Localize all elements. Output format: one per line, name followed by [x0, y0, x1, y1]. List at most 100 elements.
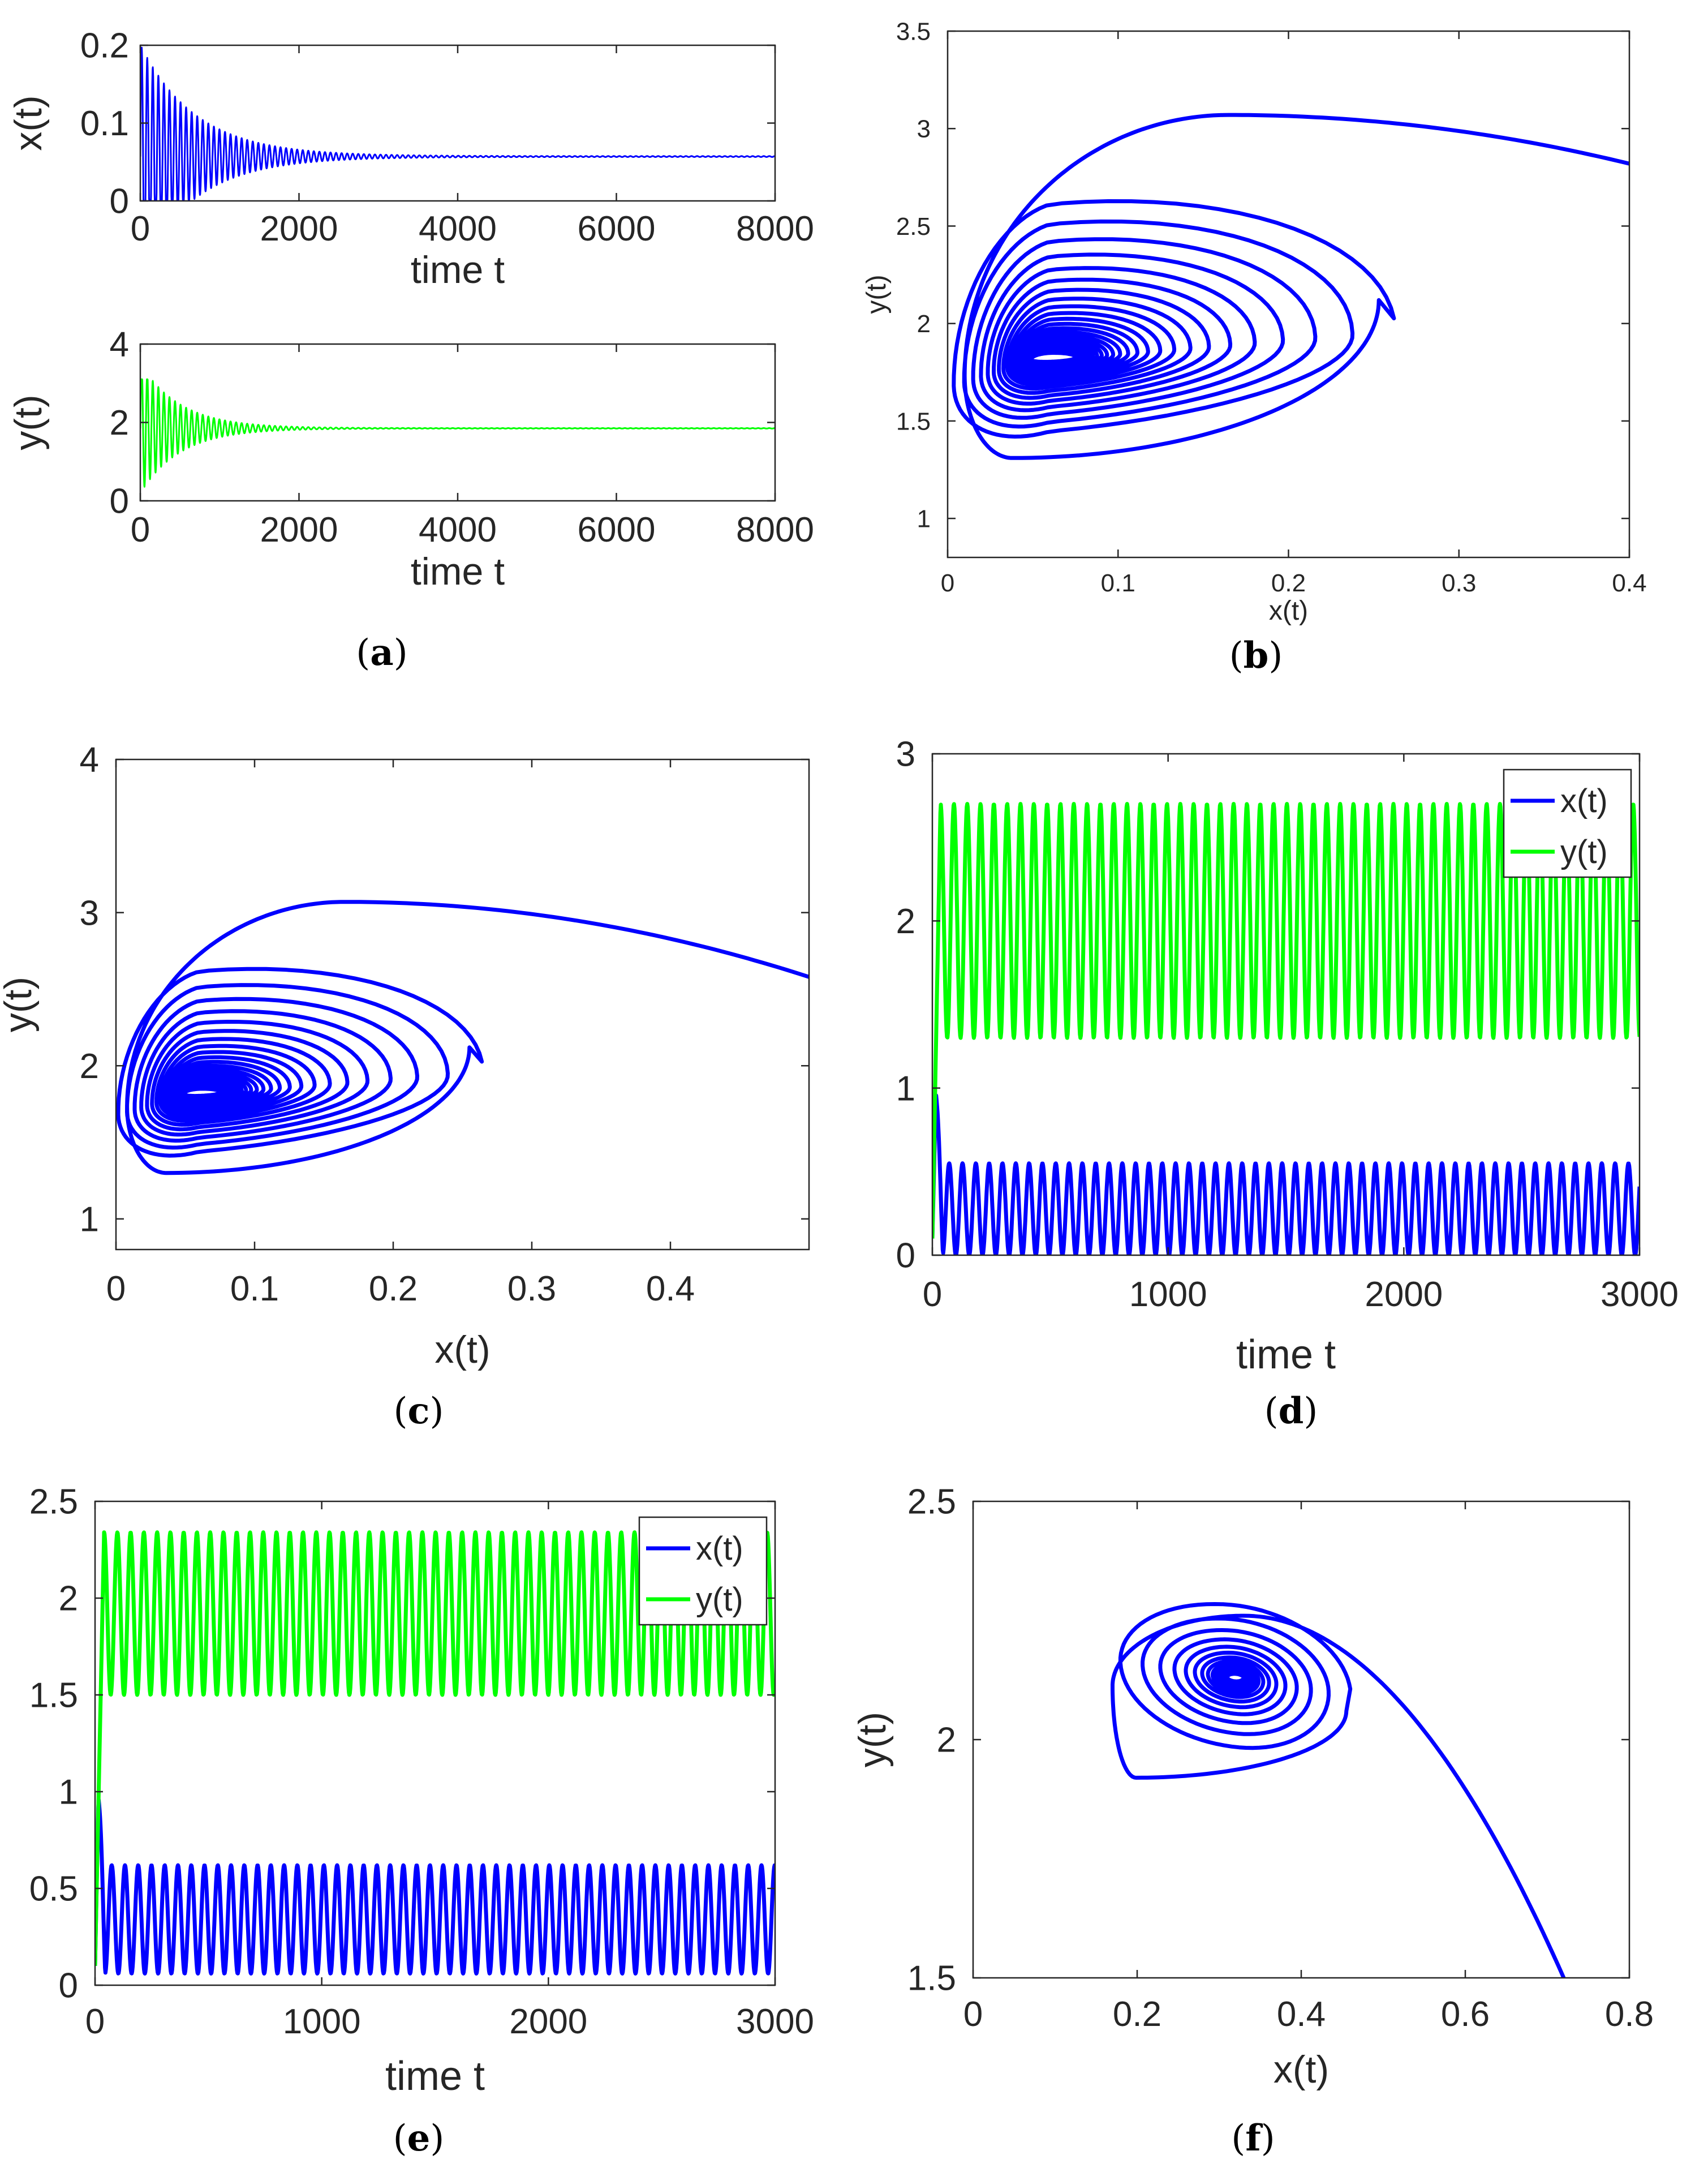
y-tick-label: 2.5 — [896, 213, 931, 241]
y-tick-label: 3 — [896, 735, 915, 774]
y-tick-label: 1.5 — [907, 1959, 956, 1998]
x-tick-label: 8000 — [736, 510, 814, 549]
x-axis-label: time t — [411, 248, 505, 291]
y-axis-label: x(t) — [7, 95, 50, 151]
y-tick-label: 1 — [917, 505, 931, 533]
panel-label: (c) — [394, 1390, 444, 1432]
y-tick-label: 2 — [937, 1721, 956, 1760]
x-tick-label: 0.4 — [1277, 1995, 1326, 2034]
y-axis-label: y(t) — [851, 1712, 894, 1767]
y-tick-label: 1 — [896, 1069, 915, 1108]
y-tick-label: 4 — [110, 325, 129, 364]
x-axis-label: time t — [385, 2054, 485, 2099]
plot-area-a1 — [140, 46, 775, 201]
x-tick-label: 6000 — [578, 510, 656, 549]
series-line-orbit-f — [1111, 1602, 1566, 1978]
legend-d: x(t) y(t) — [1503, 769, 1632, 878]
panel-label: (e) — [393, 2117, 445, 2160]
y-tick-label: 2 — [80, 1047, 99, 1086]
x-axis-label: x(t) — [1274, 2048, 1329, 2091]
y-tick-label: 2 — [896, 902, 915, 941]
y-tick-label: 3 — [80, 894, 99, 933]
x-tick-label: 4000 — [419, 209, 497, 248]
x-tick-label: 0.8 — [1605, 1995, 1654, 2034]
chart-a2: 0 2000 4000 6000 8000 0 2 4 time t y(t) — [7, 325, 814, 593]
y-tick-label: 3 — [917, 115, 931, 143]
plot-area-a2 — [140, 378, 775, 488]
y-tick-label: 0 — [59, 1967, 78, 2006]
x-tick-label: 3000 — [736, 2002, 814, 2041]
chart-d: 0 1000 2000 3000 0 1 2 3 time t x(t) y(t) (d) — [896, 735, 1679, 1432]
legend-box — [638, 1516, 768, 1626]
x-tick-label: 0.1 — [1101, 569, 1135, 597]
axes-box-d — [931, 753, 1641, 1256]
plot-area-c — [116, 900, 809, 1175]
y-tick-label: 0.1 — [80, 104, 129, 143]
y-tick-label: 2.5 — [29, 1483, 78, 1522]
x-tick-label: 0.3 — [507, 1269, 556, 1308]
y-tick-label: 2 — [110, 403, 129, 443]
y-tick-label: 0 — [110, 482, 129, 521]
x-tick-label: 1000 — [283, 2002, 361, 2041]
x-tick-label: 3000 — [1601, 1275, 1679, 1314]
panel-label: (f) — [1231, 2117, 1275, 2160]
chart-e: 0 1000 2000 3000 0 0.5 1 1.5 2 2.5 time t x(t) y(t) (… — [29, 1483, 814, 2160]
series-line-xt-a1 — [140, 46, 775, 201]
chart-a1: 0 2000 4000 6000 8000 0 0.1 0.2 time t x(t) (a) — [7, 27, 814, 674]
x-tick-label: 2000 — [509, 2002, 587, 2041]
x-tick-label: 0 — [941, 569, 954, 597]
y-axis-label: y(t) — [862, 274, 892, 314]
series-line-xt-d — [932, 1093, 1640, 1255]
y-tick-label: 0 — [110, 182, 129, 221]
x-tick-label: 0 — [131, 209, 150, 248]
x-axis-label: time t — [411, 550, 505, 593]
plot-area-f — [1111, 1602, 1566, 1978]
plot-area-d — [932, 802, 1640, 1255]
y-tick-label: 0.2 — [80, 27, 129, 66]
y-tick-label: 1 — [80, 1200, 99, 1239]
legend-label: y(t) — [696, 1581, 743, 1618]
x-tick-label: 0.2 — [369, 1269, 418, 1308]
y-tick-label: 4 — [80, 741, 99, 780]
y-tick-label: 0 — [896, 1237, 915, 1276]
x-tick-label: 2000 — [260, 209, 338, 248]
panel-label: (a) — [356, 632, 407, 674]
x-tick-label: 2000 — [1365, 1275, 1443, 1314]
legend-label: x(t) — [696, 1530, 743, 1567]
x-tick-label: 2000 — [260, 510, 338, 549]
x-tick-label: 0.2 — [1113, 1995, 1161, 2034]
x-tick-label: 0.4 — [646, 1269, 695, 1308]
x-tick-label: 0 — [963, 1995, 983, 2034]
y-tick-label: 2 — [917, 310, 931, 338]
panel-label: (b) — [1229, 634, 1283, 677]
x-tick-label: 0 — [85, 2002, 105, 2041]
x-axis-label: x(t) — [434, 1328, 490, 1371]
x-axis-label: x(t) — [1269, 596, 1308, 626]
x-tick-label: 0 — [106, 1269, 126, 1308]
legend-e: x(t) y(t) — [638, 1516, 768, 1626]
chart-f: 0 0.2 0.4 0.6 0.8 1.5 2 2.5 x(t) y(t) (f) — [851, 1483, 1654, 2160]
y-tick-label: 2.5 — [907, 1483, 956, 1522]
y-tick-label: 0.5 — [29, 1870, 78, 1909]
chart-c: 0 0.1 0.2 0.3 0.4 1 2 3 4 x(t) y(t) (c) — [0, 741, 810, 1432]
y-tick-label: 3.5 — [896, 18, 931, 45]
x-tick-label: 1000 — [1129, 1275, 1207, 1314]
series-line-yt-d — [932, 802, 1640, 1239]
y-axis-label: y(t) — [0, 977, 40, 1032]
series-line-orbit-c — [116, 900, 809, 1175]
x-tick-label: 0 — [131, 510, 150, 549]
x-tick-label: 0.2 — [1271, 569, 1306, 597]
x-axis-label: time t — [1236, 1332, 1336, 1377]
y-tick-label: 2 — [59, 1579, 78, 1619]
legend-label: x(t) — [1560, 783, 1608, 819]
y-tick-label: 1 — [59, 1773, 78, 1812]
plot-area-b — [952, 113, 1629, 460]
x-tick-label: 6000 — [578, 209, 656, 248]
legend-label: y(t) — [1560, 834, 1608, 870]
x-tick-label: 0.3 — [1442, 569, 1476, 597]
y-axis-label: y(t) — [7, 394, 50, 450]
x-tick-label: 4000 — [419, 510, 497, 549]
chart-b: 0 0.1 0.2 0.3 0.4 1 1.5 2 2.5 3 3.5 x(t) y(t) (b) — [862, 18, 1647, 677]
x-tick-label: 0 — [923, 1275, 942, 1314]
